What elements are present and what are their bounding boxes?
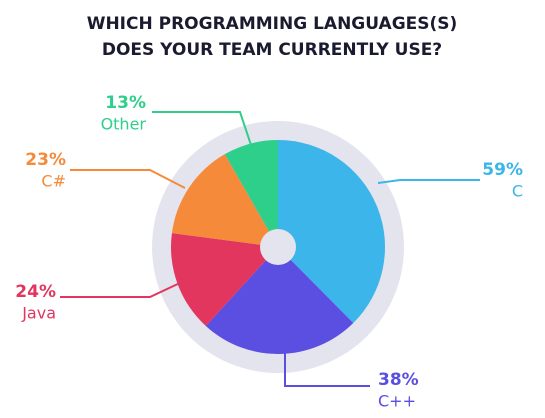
data-label: 13% [105,93,146,113]
data-label: 24% [15,282,56,302]
leader-line [377,179,480,184]
pie-slice [171,233,278,326]
pie-slice [224,140,278,247]
leader-line [284,335,370,387]
pie-hole [260,229,296,265]
pie-slice [205,247,354,354]
slice-label: C++ [378,392,416,411]
slice-label: Java [21,304,56,323]
slice-label: Other [101,115,147,134]
pie-slice [278,140,385,324]
leader-line [70,169,186,189]
chart-title: WHICH PROGRAMMING LANGUAGES(S) [87,14,458,34]
leader-line [60,281,183,298]
slice-label: C [512,182,523,201]
pie-slice [171,154,278,247]
leader-line [152,111,253,149]
slice-label: C# [41,172,66,191]
data-label: 59% [482,160,523,180]
data-label: 38% [378,370,419,390]
chart-title: DOES YOUR TEAM CURRENTLY USE? [102,40,442,60]
data-label: 23% [25,150,66,170]
